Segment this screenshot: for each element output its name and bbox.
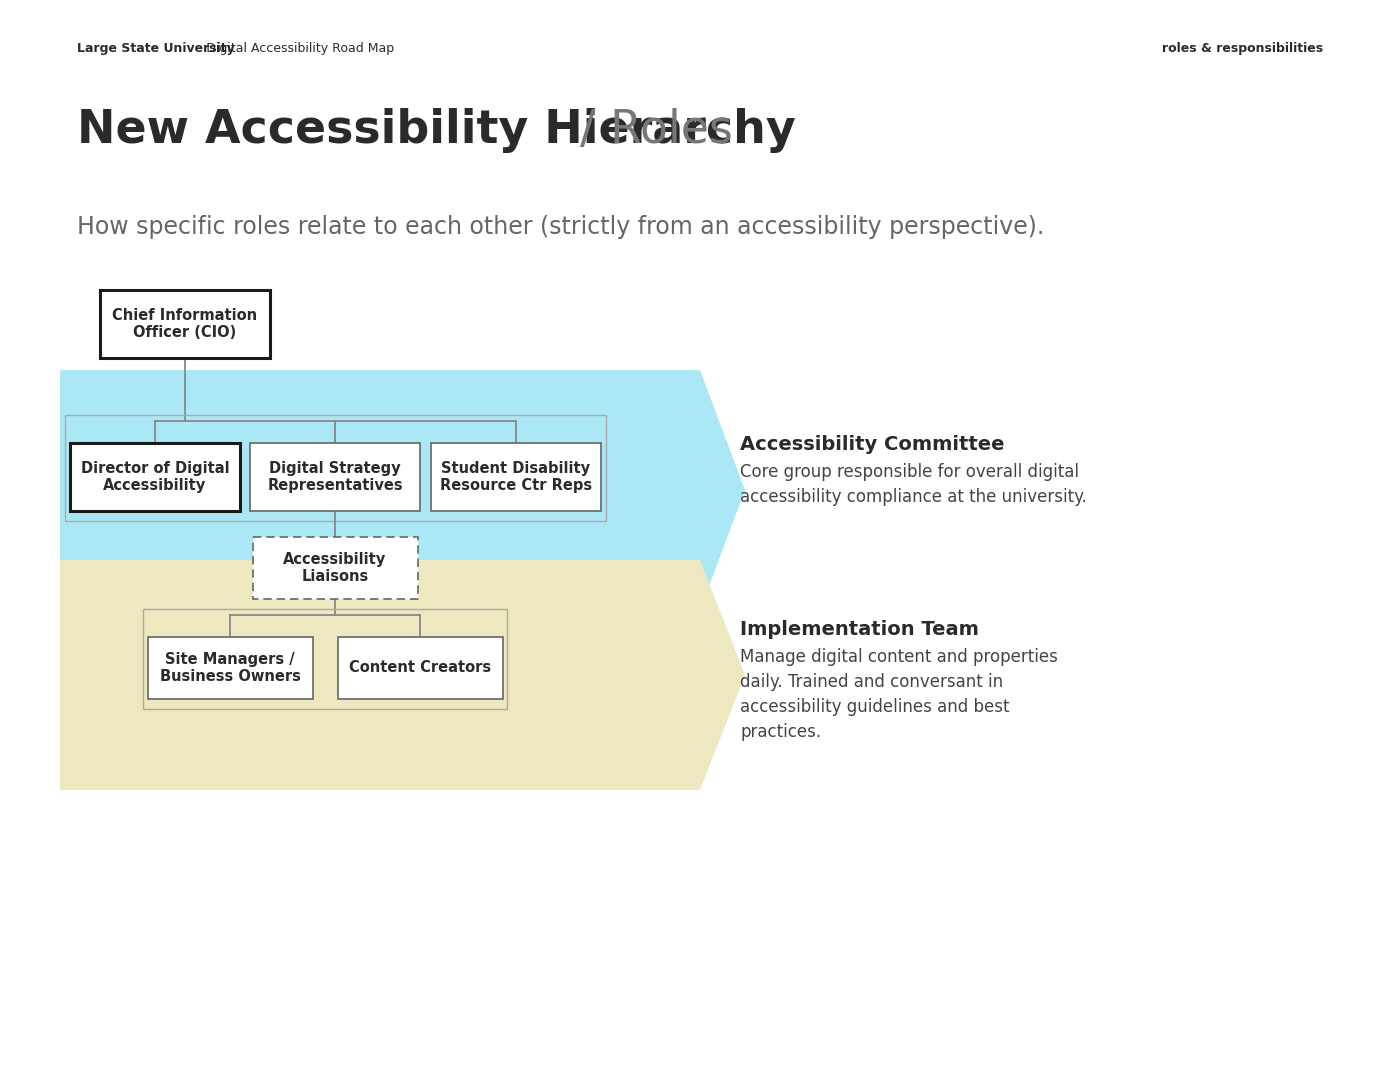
Text: Core group responsible for overall digital
accessibility compliance at the unive: Core group responsible for overall digit… xyxy=(741,463,1086,506)
Text: Chief Information
Officer (CIO): Chief Information Officer (CIO) xyxy=(112,308,258,341)
Text: Digital Strategy
Representatives: Digital Strategy Representatives xyxy=(267,461,403,494)
Text: Student Disability
Resource Ctr Reps: Student Disability Resource Ctr Reps xyxy=(440,461,592,494)
Bar xyxy=(143,609,507,709)
Text: New Accessibility Hierarchy: New Accessibility Hierarchy xyxy=(77,108,812,153)
Polygon shape xyxy=(60,560,745,790)
Text: Accessibility
Liaisons: Accessibility Liaisons xyxy=(283,552,386,584)
Text: roles & responsibilities: roles & responsibilities xyxy=(1162,42,1323,55)
Text: Director of Digital
Accessibility: Director of Digital Accessibility xyxy=(81,461,230,494)
Bar xyxy=(251,443,420,511)
Bar xyxy=(253,537,419,599)
Bar xyxy=(337,637,503,699)
Text: Accessibility Committee: Accessibility Committee xyxy=(741,435,1005,454)
Bar xyxy=(148,637,314,699)
Text: Content Creators: Content Creators xyxy=(349,661,491,676)
Text: Manage digital content and properties
daily. Trained and conversant in
accessibi: Manage digital content and properties da… xyxy=(741,648,1058,741)
Bar xyxy=(99,290,270,358)
Text: How specific roles relate to each other (strictly from an accessibility perspect: How specific roles relate to each other … xyxy=(77,215,1044,239)
Polygon shape xyxy=(60,370,745,610)
Text: – Digital Accessibility Road Map: – Digital Accessibility Road Map xyxy=(192,42,395,55)
Text: Site Managers /
Business Owners: Site Managers / Business Owners xyxy=(160,652,301,685)
Bar xyxy=(64,414,606,521)
Text: Large State University: Large State University xyxy=(77,42,235,55)
Bar xyxy=(431,443,601,511)
Bar xyxy=(70,443,239,511)
Text: / Roles: / Roles xyxy=(580,108,732,153)
Text: Implementation Team: Implementation Team xyxy=(741,620,979,639)
